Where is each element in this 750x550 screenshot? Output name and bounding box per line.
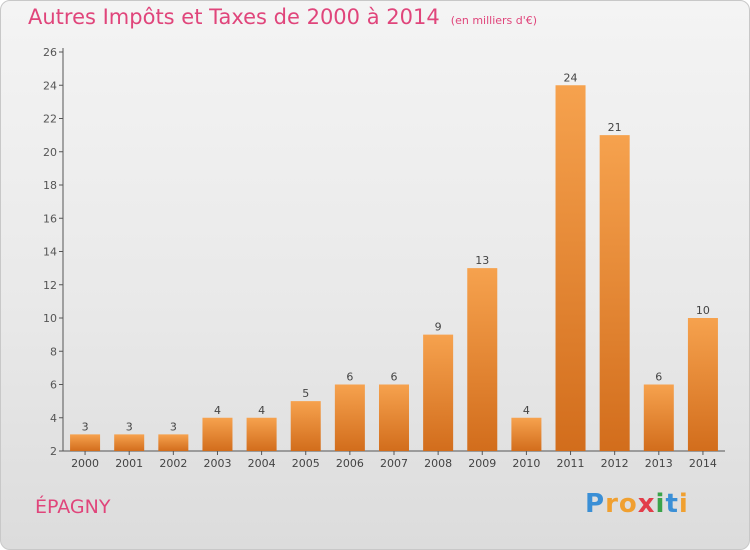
value-label-2011: 24	[564, 71, 578, 84]
bar-2012	[599, 135, 630, 451]
logo-letter: i	[678, 489, 689, 519]
bar-2004	[246, 417, 277, 451]
bar-2011	[555, 85, 586, 451]
x-tick-label-2007: 2007	[380, 457, 408, 470]
value-label-2014: 10	[696, 304, 710, 317]
chart-title: Autres Impôts et Taxes de 2000 à 2014	[28, 5, 440, 29]
logo-letter: i	[655, 489, 666, 519]
bar-2002	[158, 434, 189, 451]
x-tick-label-2011: 2011	[557, 457, 585, 470]
value-label-2001: 3	[126, 420, 133, 433]
x-tick-label-2012: 2012	[601, 457, 629, 470]
y-tick-label: 14	[43, 246, 57, 259]
x-tick-label-2000: 2000	[71, 457, 99, 470]
chart-labels: 3 2000 3 2001 3 2002 4 2003 4 2004 5 2005 6 2006 6 2007…	[71, 71, 717, 470]
logo-letter: x	[637, 489, 656, 519]
x-tick-label-2004: 2004	[248, 457, 276, 470]
chart-bars	[70, 85, 718, 451]
bar-2001	[114, 434, 145, 451]
y-tick-label: 24	[43, 79, 57, 92]
value-label-2008: 9	[435, 321, 442, 334]
bar-2010	[511, 417, 542, 451]
logo-letter: t	[665, 489, 679, 519]
value-label-2004: 4	[258, 404, 265, 417]
bar-2005	[290, 401, 321, 451]
value-label-2002: 3	[170, 420, 177, 433]
x-tick-label-2002: 2002	[159, 457, 187, 470]
logo-letter: o	[618, 489, 638, 519]
value-label-2003: 4	[214, 404, 221, 417]
logo-letter: P	[585, 489, 606, 519]
value-label-2007: 6	[391, 371, 398, 384]
value-label-2006: 6	[346, 371, 353, 384]
bar-2007	[378, 384, 410, 451]
bar-2009	[467, 268, 498, 451]
x-tick-label-2010: 2010	[512, 457, 540, 470]
y-tick-label: 16	[43, 212, 57, 225]
value-label-2012: 21	[608, 121, 622, 134]
y-tick-label: 12	[43, 279, 57, 292]
x-tick-label-2006: 2006	[336, 457, 364, 470]
x-tick-label-2003: 2003	[203, 457, 231, 470]
y-tick-label: 22	[43, 113, 57, 126]
y-tick-label: 8	[50, 345, 57, 358]
x-tick-label-2013: 2013	[645, 457, 673, 470]
bar-2013	[643, 384, 674, 451]
value-label-2010: 4	[523, 404, 530, 417]
chart-title-block: Autres Impôts et Taxes de 2000 à 2014 (e…	[28, 5, 537, 29]
y-tick-label: 10	[43, 312, 57, 325]
y-tick-label: 26	[43, 46, 57, 59]
proxiti-logo: Proxiti	[585, 489, 689, 519]
x-tick-label-2005: 2005	[292, 457, 320, 470]
y-tick-label: 2	[50, 445, 57, 458]
bar-2006	[334, 384, 365, 451]
value-label-2005: 5	[302, 387, 309, 400]
value-label-2009: 13	[475, 254, 489, 267]
x-tick-label-2008: 2008	[424, 457, 452, 470]
value-label-2013: 6	[655, 371, 662, 384]
x-tick-label-2014: 2014	[689, 457, 717, 470]
bar-2003	[202, 417, 233, 451]
x-tick-label-2001: 2001	[115, 457, 143, 470]
y-tick-label: 18	[43, 179, 57, 192]
commune-name: ÉPAGNY	[35, 496, 111, 518]
bar-2000	[70, 434, 101, 451]
bar-2014	[687, 318, 718, 451]
y-tick-label: 20	[43, 146, 57, 159]
value-label-2000: 3	[82, 420, 89, 433]
chart-subtitle: (en milliers d'€)	[450, 14, 538, 27]
x-tick-label-2009: 2009	[468, 457, 496, 470]
bar-2008	[423, 334, 454, 451]
y-tick-label: 6	[50, 379, 57, 392]
y-tick-label: 4	[50, 412, 57, 425]
logo-letter: r	[605, 489, 619, 519]
